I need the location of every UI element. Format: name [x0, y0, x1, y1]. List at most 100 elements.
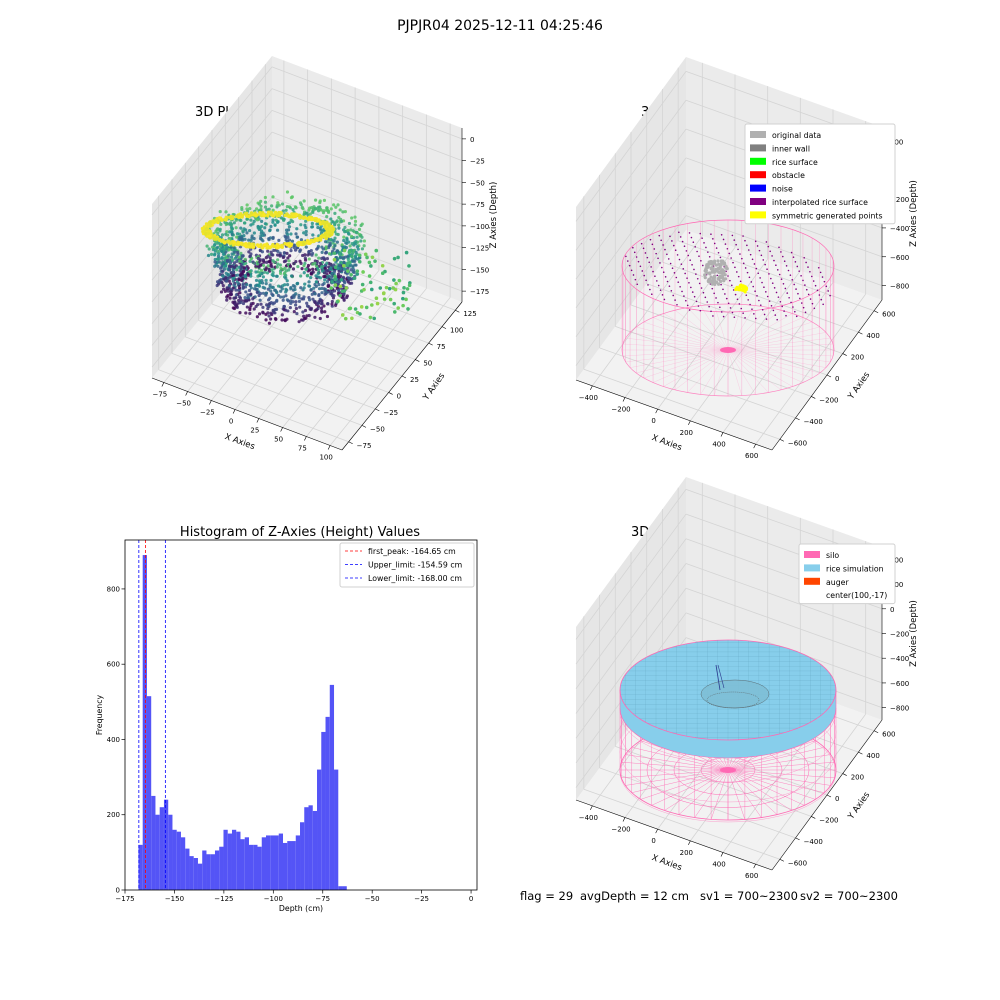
raw-point [271, 259, 275, 263]
raw-point [235, 235, 239, 239]
raw-point [348, 276, 352, 280]
raw-point [276, 249, 280, 253]
classify-surface-point [650, 293, 653, 295]
sim-silo-spoke [621, 761, 729, 771]
raw-grid-z-back [271, 88, 463, 161]
raw-point [220, 256, 224, 260]
raw-point [266, 287, 270, 291]
hist-bar [202, 850, 207, 890]
classify-surface-point [722, 315, 725, 318]
raw-point [332, 239, 336, 243]
raw-point [304, 245, 308, 249]
raw-point [276, 220, 280, 224]
raw-point [346, 257, 350, 262]
classify-y-tick [842, 353, 847, 356]
raw-point [213, 264, 217, 268]
raw-point [313, 315, 317, 319]
raw-point [327, 284, 331, 288]
raw-point [284, 259, 288, 263]
raw-point [263, 222, 267, 226]
hist-bar [223, 829, 228, 890]
raw-point [270, 273, 274, 277]
sim-silo-spoke [727, 761, 835, 771]
raw-point [230, 227, 235, 231]
classify-surface-point [799, 297, 801, 300]
sim-x-tick-label: 600 [745, 872, 758, 880]
raw-point [281, 209, 285, 213]
hist-legend-label: first_peak: -164.65 cm [368, 547, 456, 556]
classify-original-point [719, 263, 723, 267]
classify-surface-point [820, 298, 823, 301]
raw-point [324, 247, 328, 251]
raw-point [260, 272, 264, 276]
classify-original-point [706, 264, 710, 268]
raw-point [354, 239, 358, 244]
classify-silo-spoke [630, 349, 729, 368]
classify-surface-point [708, 255, 711, 258]
raw-point [261, 305, 265, 309]
classify-surface-point [776, 318, 778, 321]
raw-point [316, 271, 320, 276]
classify-surface-point [746, 244, 748, 247]
classify-silo-spoke [622, 349, 729, 357]
raw-point-top [266, 210, 271, 214]
raw-point [213, 242, 217, 246]
raw-z-tick-label: 0 [470, 136, 474, 144]
raw-point [257, 279, 261, 283]
classify-surface-point [649, 238, 652, 241]
classify-surface-point [699, 232, 702, 235]
raw-point [286, 256, 290, 260]
classify-surface-point [705, 246, 707, 249]
raw-x-tick [327, 445, 331, 450]
raw-point [317, 275, 321, 279]
raw-point [216, 231, 220, 235]
raw-point-top [261, 245, 265, 250]
raw-point [323, 240, 328, 244]
classify-grid-y [678, 240, 875, 312]
classify-surface-point [794, 310, 796, 313]
classify-silo-spoke [630, 332, 729, 351]
raw-point [294, 232, 298, 236]
classify-grid-z [575, 100, 687, 251]
raw-point [228, 296, 232, 300]
raw-point [253, 295, 257, 299]
raw-point [314, 274, 318, 278]
classify-legend-swatch [750, 144, 766, 152]
raw-point-stray [378, 286, 383, 290]
sim-grid-z [575, 489, 687, 640]
raw-point [249, 286, 253, 290]
classify-surface-point [802, 279, 804, 282]
classify-surface-point [768, 273, 770, 275]
raw-point [293, 285, 297, 289]
classify-surface-point [809, 270, 811, 273]
raw-point [320, 264, 324, 268]
raw-z-tick-label: −100 [470, 223, 489, 231]
classify-surface-point [755, 267, 758, 270]
status-avg-depth: avgDepth = 12 cm [580, 889, 689, 903]
classify-original-point [718, 265, 722, 269]
classify-surface-point [759, 304, 762, 306]
classify-y-tick [779, 439, 784, 442]
raw-point [267, 302, 271, 306]
raw-point [314, 284, 318, 288]
classify-y-tick-label: −200 [819, 396, 838, 404]
raw-point-top [218, 216, 223, 220]
raw-z-tick-label: −175 [470, 288, 489, 296]
raw-point-stray [338, 293, 342, 298]
raw-point [256, 283, 261, 287]
classify-surface-point [737, 248, 739, 251]
sim-silo-spoke [651, 769, 729, 806]
sim-z-tick-label: 200 [890, 581, 903, 589]
hist-bar [265, 835, 271, 890]
raw-point [357, 227, 362, 231]
raw-point [318, 200, 322, 205]
sim-y-tick-label: 400 [866, 752, 879, 760]
raw-point [350, 216, 354, 220]
raw-point-top [230, 216, 235, 220]
sim-legend-label: center(100,-17) [826, 591, 887, 600]
raw-point [249, 223, 253, 227]
classify-surface-point [758, 299, 760, 302]
hist-bar [180, 837, 186, 890]
sim-silo-spoke [727, 769, 778, 815]
raw-point [321, 283, 325, 287]
